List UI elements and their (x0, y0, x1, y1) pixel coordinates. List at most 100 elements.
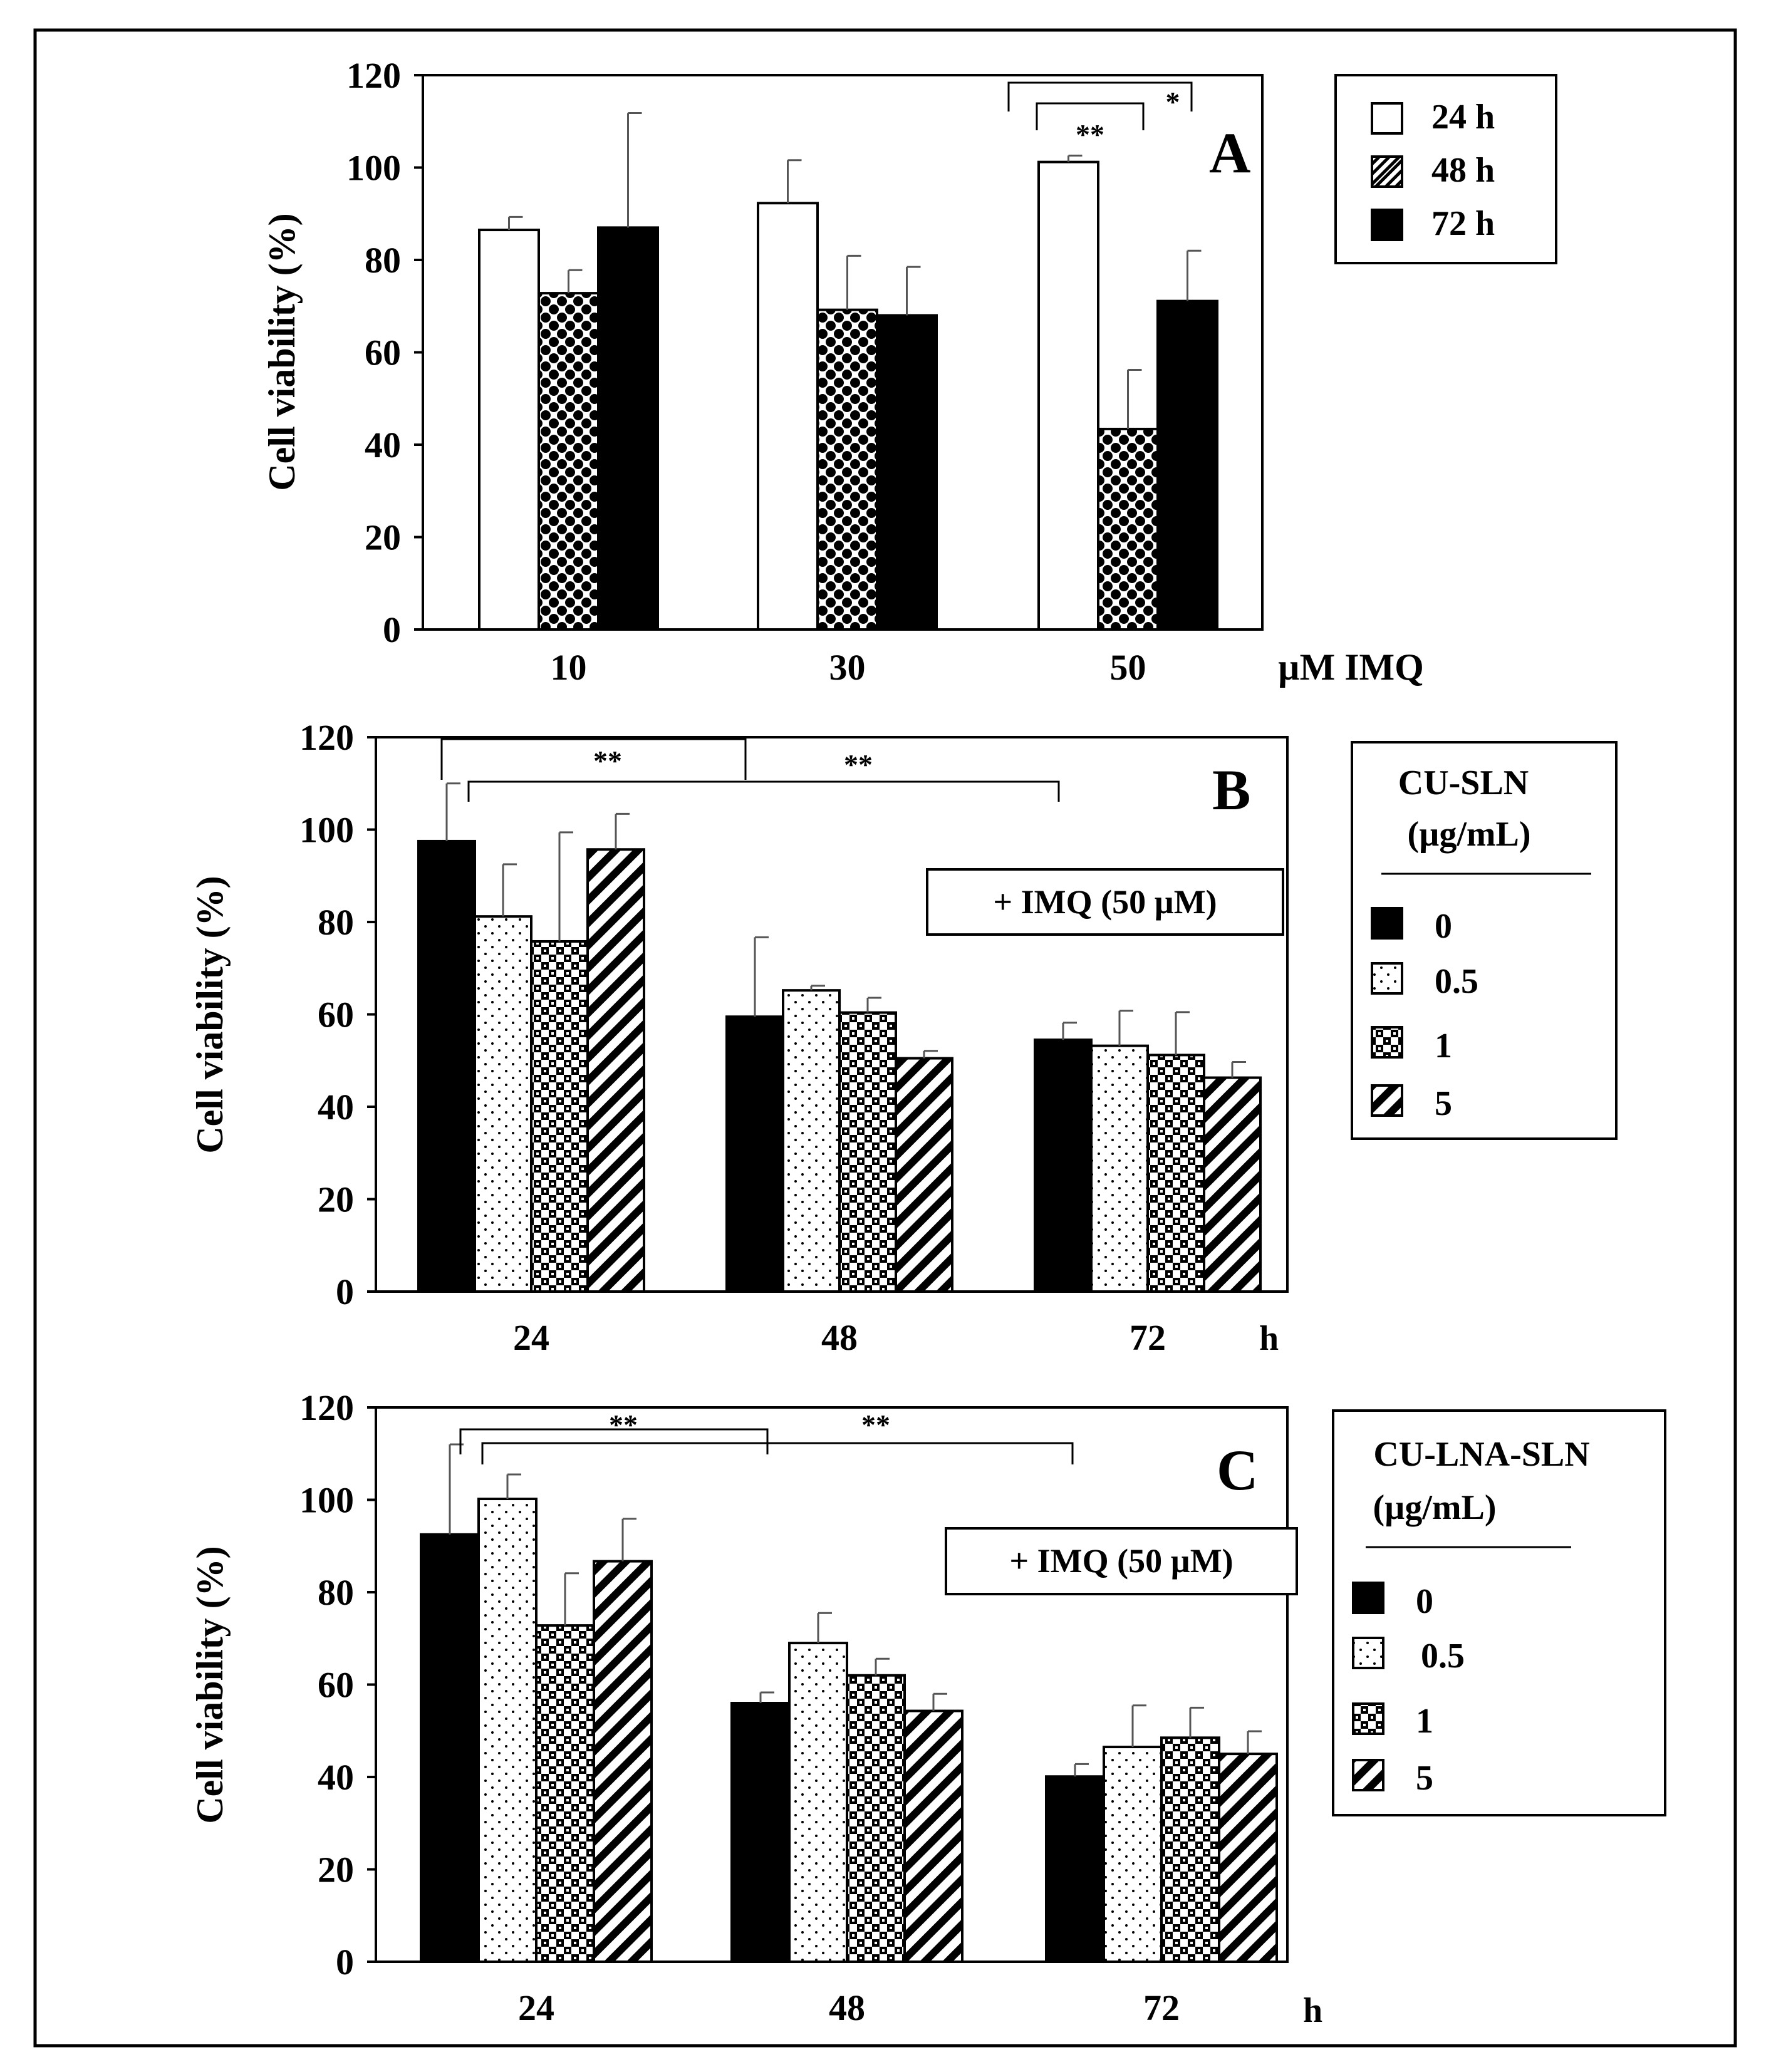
significance-brackets: ** * (1007, 81, 1193, 150)
bar-24-1 (535, 1624, 595, 1964)
legend-label: 72 h (1431, 204, 1495, 243)
bar-24-0.5 (474, 915, 532, 1293)
x-tick-label: 30 (829, 647, 866, 688)
legend-frame (1351, 741, 1618, 1140)
error-bar (627, 111, 642, 228)
legend-swatch-0 (1352, 1582, 1384, 1614)
legend: CU-SLN (µg/mL) 0 0.5 1 5 (1351, 741, 1618, 1140)
y-tick-label: 60 (318, 1665, 354, 1706)
legend-label: 24 h (1431, 98, 1495, 137)
legend-swatch-0.5 (1352, 1637, 1384, 1669)
bar-48-5 (895, 1057, 953, 1293)
bar-72-5 (1218, 1753, 1278, 1963)
treatment-annotation: + IMQ (50 µM) (1009, 1542, 1233, 1580)
y-axis-label: Cell viability (%) (261, 213, 303, 490)
legend-label: 5 (1435, 1084, 1452, 1123)
error-bar (923, 1050, 938, 1059)
y-tick-label: 100 (346, 148, 401, 189)
significance-bracket (481, 1442, 1074, 1464)
panel-a: 0 20 40 60 80 100 120 10 30 50 Cell viability (%… (261, 55, 1557, 688)
bar-72-5 (1203, 1076, 1262, 1293)
bar-30-48h (816, 308, 878, 631)
y-tick-label: 60 (318, 995, 354, 1035)
legend-swatch-1 (1371, 1026, 1403, 1059)
significance-bracket (467, 780, 1060, 802)
bar-50-72h (1156, 299, 1218, 631)
panel-c: 0 20 40 60 80 100 120 24 48 72 Cell viability (%… (189, 1387, 1666, 2030)
x-tick-label: 10 (551, 647, 587, 688)
legend: CU-LNA-SLN (µg/mL) 0 0.5 1 5 (1332, 1409, 1666, 1816)
error-bar (1231, 1060, 1246, 1078)
error-bar (1062, 1022, 1077, 1040)
bar-10-24h (478, 229, 540, 631)
significance-bracket (459, 1428, 769, 1454)
y-tick-label: 80 (365, 240, 401, 281)
treatment-annotation: + IMQ (50 µM) (993, 883, 1217, 921)
panel-b: 0 20 40 60 80 100 120 24 48 72 Cell viability (%… (189, 717, 1618, 1358)
x-tick-label: 24 (513, 1317, 549, 1358)
error-bar (445, 782, 460, 841)
bar-48-0.5 (788, 1642, 848, 1963)
y-tick-label: 0 (383, 609, 401, 650)
significance-brackets: ** ** (459, 1409, 1074, 1464)
error-bar (932, 1692, 947, 1711)
y-tick-label: 60 (365, 333, 401, 373)
significance-bracket (1036, 102, 1145, 130)
bar-48-0 (725, 1015, 784, 1293)
legend-swatch-0 (1371, 907, 1403, 940)
error-bar (817, 1612, 832, 1644)
legend-swatch-hatch (1371, 155, 1403, 188)
y-tick-label: 20 (318, 1850, 354, 1890)
error-bar (449, 1443, 464, 1535)
bar-48-1 (838, 1011, 897, 1293)
bar-48-1 (846, 1674, 906, 1963)
x-tick-label: 48 (821, 1317, 858, 1358)
error-bar (1175, 1011, 1190, 1055)
x-tick-label: 50 (1110, 647, 1146, 688)
legend-label: 0.5 (1421, 1637, 1465, 1676)
legend-label: 0 (1416, 1582, 1433, 1621)
error-bar (810, 985, 825, 991)
legend-title: CU-LNA-SLN (1373, 1435, 1589, 1474)
error-bar (1131, 1704, 1146, 1748)
significance-bracket (1007, 81, 1193, 111)
legend-swatch-5 (1371, 1084, 1403, 1117)
bar-24-5 (586, 848, 645, 1293)
x-tick-label: 24 (518, 1987, 554, 2028)
y-tick-label: 80 (318, 902, 354, 943)
legend-swatch-1 (1352, 1702, 1384, 1735)
y-tick-label: 120 (299, 1387, 354, 1428)
significance-mark: ** (844, 749, 873, 780)
error-bar (759, 1691, 774, 1703)
significance-mark: * (1166, 86, 1180, 118)
y-axis-label: Cell viability (%) (189, 876, 231, 1153)
error-bar (1247, 1730, 1262, 1754)
significance-mark: ** (1076, 118, 1104, 150)
error-bar (846, 254, 861, 310)
error-bar (787, 159, 802, 204)
legend-label: 48 h (1431, 151, 1495, 190)
bar-48-0.5 (782, 989, 841, 1293)
legend-frame (1334, 74, 1557, 264)
error-bar (1127, 369, 1142, 429)
error-bar (754, 936, 769, 1017)
error-bar (568, 269, 583, 294)
significance-bracket (440, 738, 747, 780)
x-axis-label: µM IMQ (1278, 646, 1424, 688)
error-bar (558, 831, 573, 941)
legend-swatch-24h (1371, 102, 1403, 135)
bar-50-24h (1037, 160, 1099, 631)
y-tick-label: 0 (336, 1942, 354, 1982)
bar-24-0 (417, 839, 476, 1293)
error-bar (506, 1473, 521, 1500)
significance-mark: ** (861, 1409, 890, 1441)
bar-30-72h (876, 314, 938, 631)
y-tick-label: 100 (299, 1480, 354, 1521)
error-bar (564, 1572, 579, 1626)
significance-mark: ** (609, 1409, 638, 1441)
bar-24-1 (530, 940, 589, 1293)
x-tick-label: 48 (829, 1987, 865, 2028)
panel-label: A (1209, 121, 1250, 185)
error-bar (1118, 1010, 1133, 1046)
bar-30-24h (757, 202, 819, 631)
